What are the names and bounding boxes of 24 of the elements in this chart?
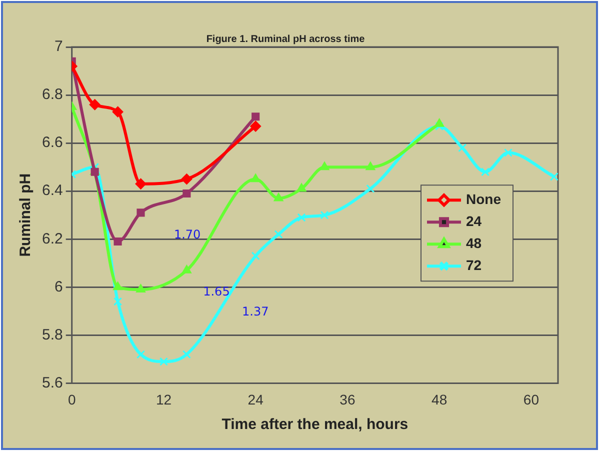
y-tick-label: 6.8 [42, 86, 63, 104]
annotation: 1.65 [203, 284, 230, 299]
legend-label: None [466, 190, 502, 207]
x-tick-label: 36 [340, 391, 356, 408]
y-tick-label: 6.2 [42, 230, 63, 248]
y-tick-label: 6.4 [42, 182, 63, 200]
x-tick-label: 24 [248, 391, 264, 408]
y-tick-label: 6 [54, 278, 63, 296]
y-tick-label: 6.6 [42, 134, 63, 152]
x-tick-label: 0 [68, 391, 76, 408]
legend-label: 48 [466, 234, 482, 251]
x-tick-label: 12 [156, 391, 172, 408]
annotation: 1.37 [242, 304, 269, 319]
y-axis-title: Ruminal pH [17, 173, 34, 257]
x-tick-label: 48 [432, 391, 448, 408]
legend-label: 24 [466, 212, 482, 229]
y-tick-label: 5.8 [42, 326, 63, 344]
annotation: 1.70 [174, 227, 201, 242]
chart-title: Figure 1. Ruminal pH across time [206, 34, 366, 45]
x-axis-title: Time after the meal, hours [222, 416, 408, 434]
legend-label: 72 [466, 256, 482, 273]
x-tick-label: 60 [523, 391, 540, 408]
y-tick-label: 7 [54, 38, 63, 56]
y-tick-label: 5.6 [42, 374, 63, 392]
